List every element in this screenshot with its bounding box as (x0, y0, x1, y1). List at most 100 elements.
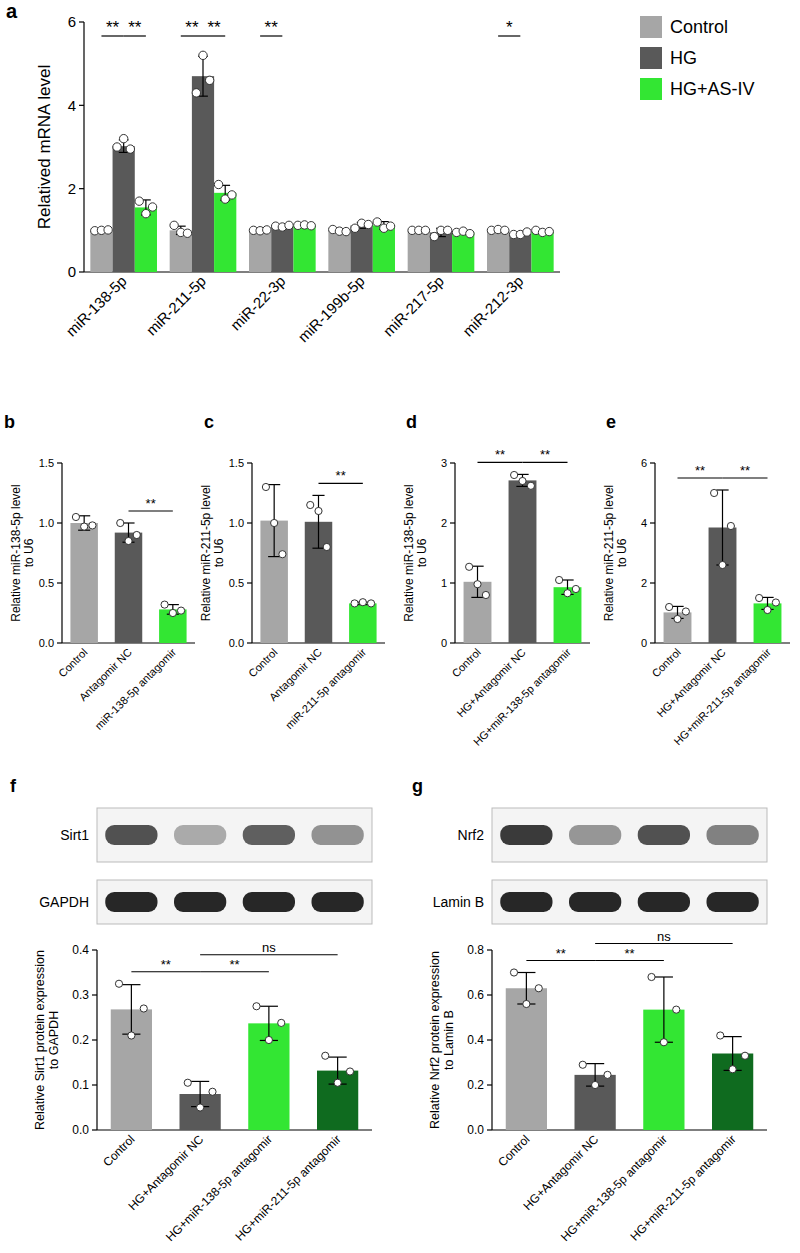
data-point (682, 608, 689, 615)
legend-swatch (640, 47, 662, 69)
data-point (142, 209, 150, 217)
error-bar-cap (471, 597, 483, 598)
y-tick-label: 6 (68, 13, 76, 30)
data-point (170, 221, 178, 229)
data-point (535, 985, 542, 992)
data-point (511, 471, 518, 478)
data-point (466, 563, 473, 570)
bar (70, 523, 97, 643)
category-label: miR-199b-5p (294, 272, 367, 345)
data-point (323, 543, 330, 550)
category-label: HG+miR-211-5p antagomir (671, 646, 773, 748)
plot-area (506, 969, 754, 1130)
blot-band (174, 892, 226, 912)
y-tick (650, 582, 655, 583)
category-label: Control (246, 646, 280, 680)
blot-band (174, 825, 226, 845)
data-point (545, 227, 553, 235)
y-axis (61, 463, 62, 643)
category-label: Control (56, 646, 90, 680)
bar (192, 76, 214, 272)
significance-label: ** (128, 18, 142, 37)
panel-letter: d (406, 412, 417, 432)
data-point (367, 600, 374, 607)
blot-band (500, 825, 552, 845)
bar (328, 230, 350, 272)
y-axis-label: Relative miR-211-5p levelto U6 (602, 485, 629, 622)
y-tick-label: 2 (641, 577, 647, 589)
y-axis-label-line: Relative miR-138-5p level (9, 484, 23, 621)
y-tick (487, 949, 492, 950)
y-tick (57, 522, 62, 523)
y-tick-label: 1.0 (39, 517, 54, 529)
y-tick-label: 0.2 (72, 1033, 89, 1047)
data-point (125, 537, 132, 544)
error-bar-cap (724, 1036, 742, 1037)
y-tick-label: 0.3 (72, 988, 89, 1002)
bar (271, 226, 293, 272)
data-point (666, 603, 673, 610)
y-tick-label: 0.6 (467, 988, 484, 1002)
y-tick-label: 2 (68, 180, 76, 197)
data-point (279, 551, 286, 558)
legend-label: Control (670, 17, 728, 37)
y-tick-label: 0.4 (72, 943, 89, 957)
y-tick (247, 462, 252, 463)
blot-label: Nrf2 (458, 827, 485, 843)
significance-label: ** (495, 447, 505, 462)
data-point (351, 600, 358, 607)
data-point (443, 226, 451, 234)
bar (531, 232, 553, 272)
data-point (72, 513, 79, 520)
panel-letter: e (606, 412, 616, 432)
y-tick-label: 0 (641, 637, 647, 649)
data-point (113, 143, 121, 151)
data-point (199, 51, 207, 59)
y-tick-label: 0.8 (467, 943, 484, 957)
data-point (183, 229, 191, 237)
y-tick (650, 462, 655, 463)
error-bar-cap (268, 556, 280, 557)
significance-label: * (506, 18, 513, 37)
blot-band (312, 825, 364, 845)
y-tick-label: 0.2 (467, 1078, 484, 1092)
error-bar (516, 474, 528, 486)
data-point (364, 220, 372, 228)
plot-area (664, 489, 782, 643)
category-label: HG+miR-211-5p antagomir (627, 1132, 738, 1243)
y-tick (57, 642, 62, 643)
error-bar-cap (586, 1063, 604, 1064)
data-point (315, 507, 322, 514)
data-point (263, 226, 271, 234)
error-bar-stem (663, 977, 664, 1042)
bar (509, 234, 531, 272)
significance-label: ns (262, 940, 276, 955)
error-bar (517, 973, 535, 1005)
error-bar-cap (260, 1006, 278, 1007)
data-point (307, 501, 314, 508)
y-tick-label: 0 (68, 263, 76, 280)
y-tick-label: 0.1 (72, 1078, 89, 1092)
data-point (278, 1019, 285, 1026)
significance-label: ** (161, 957, 171, 972)
legend-swatch (640, 16, 662, 38)
y-axis-label-line: Relative Nrf2 protein expression (428, 951, 442, 1129)
plot-area (464, 471, 582, 643)
blot-label: Sirt1 (60, 827, 89, 843)
blot-panel (492, 808, 767, 862)
panel-f: fRelative Sirt1 protein expressionto GAP… (10, 776, 372, 1244)
y-tick-label: 0.0 (229, 637, 244, 649)
y-tick (92, 1039, 97, 1040)
plot-area (260, 483, 376, 643)
significance-label: ** (740, 463, 750, 478)
error-bar (312, 495, 324, 548)
bar (135, 207, 157, 272)
y-tick (650, 522, 655, 523)
blot-band (569, 892, 621, 912)
data-point (228, 191, 236, 199)
data-point (373, 218, 381, 226)
significance-label: ** (556, 946, 566, 961)
data-point (579, 1061, 586, 1068)
y-axis-label: Relative Sirt1 protein expressionto GAPD… (33, 950, 61, 1130)
bar (249, 230, 271, 272)
